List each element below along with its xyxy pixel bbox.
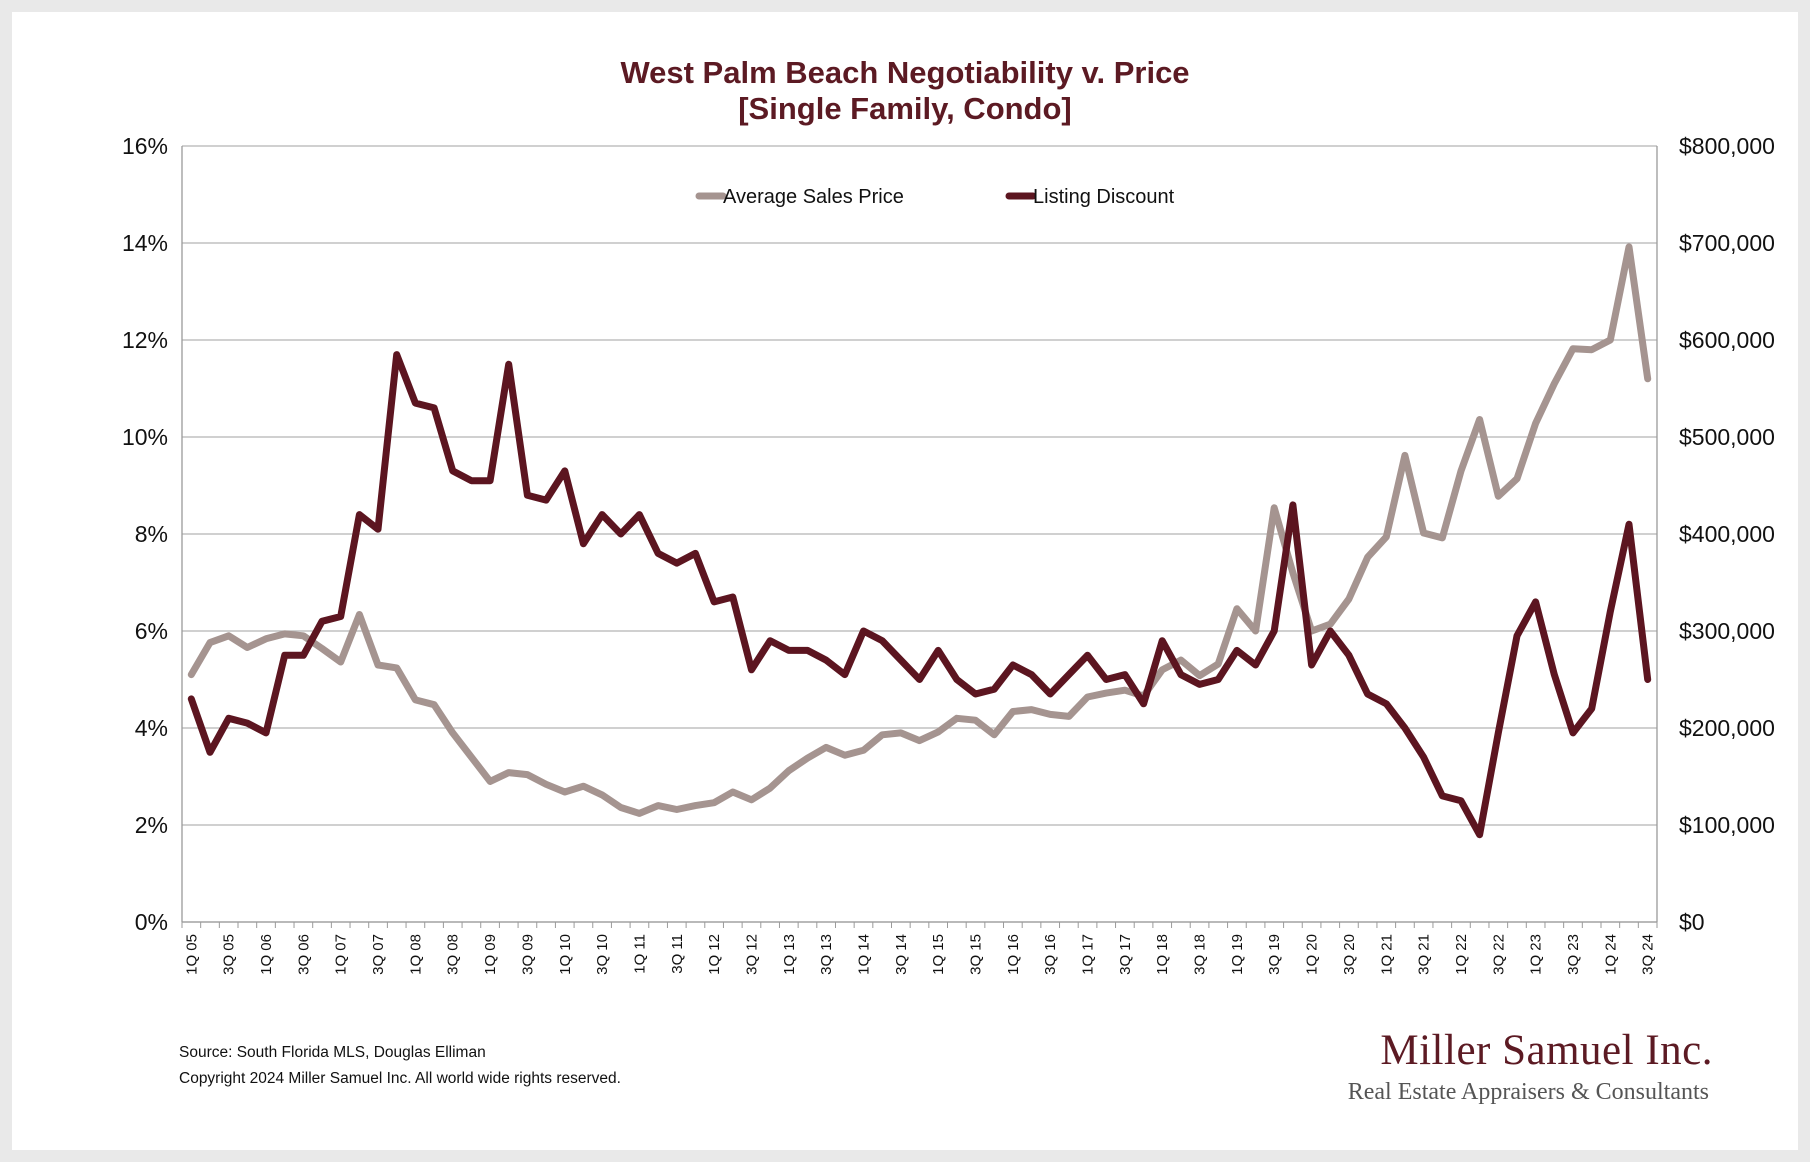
right-tick-label: $200,000 — [1679, 715, 1775, 741]
left-tick-label: 6% — [135, 618, 168, 644]
x-tick-label: 3Q 09 — [519, 934, 536, 975]
x-tick-label: 3Q 24 — [1640, 934, 1657, 975]
x-tick-label: 3Q 12 — [743, 934, 760, 975]
chart-title-line2: [Single Family, Condo] — [738, 91, 1072, 126]
copyright-note: Copyright 2024 Miller Samuel Inc. All wo… — [179, 1070, 621, 1087]
legend: Average Sales Price Listing Discount — [695, 186, 1175, 208]
x-tick-label: 3Q 07 — [370, 934, 387, 975]
x-tick-label: 3Q 22 — [1490, 934, 1507, 975]
left-tick-label: 4% — [135, 715, 168, 741]
x-tick-label: 3Q 14 — [893, 934, 910, 975]
right-tick-label: $400,000 — [1679, 521, 1775, 547]
right-tick-label: $700,000 — [1679, 230, 1775, 256]
left-tick-label: 8% — [135, 521, 168, 547]
x-tick-label: 3Q 15 — [968, 934, 985, 975]
x-tick-label: 3Q 05 — [221, 934, 238, 975]
x-tick-label: 3Q 21 — [1416, 934, 1433, 975]
x-tick-label: 1Q 05 — [183, 934, 200, 975]
x-tick-label: 1Q 06 — [258, 934, 275, 975]
right-tick-label: $300,000 — [1679, 618, 1775, 644]
gridlines — [181, 145, 1658, 928]
right-tick-label: $100,000 — [1679, 812, 1775, 838]
left-tick-label: 14% — [122, 230, 168, 256]
x-tick-label: 3Q 23 — [1565, 934, 1582, 975]
x-tick-label: 1Q 11 — [631, 934, 648, 974]
legend-label-average-sales-price: Average Sales Price — [723, 186, 904, 208]
left-tick-label: 0% — [135, 909, 168, 935]
x-tick-label: 3Q 19 — [1266, 934, 1283, 975]
negotiability-chart: West Palm Beach Negotiability v. Price [… — [122, 55, 1775, 1105]
x-tick-label: 1Q 14 — [855, 934, 872, 975]
series-line-listing-discount — [187, 351, 1652, 839]
x-tick-label: 1Q 20 — [1304, 934, 1321, 975]
x-axis-ticks: 1Q 05 3Q 05 1Q 06 3Q 06 1Q 07 3Q 07 1Q 08 3Q 08… — [183, 934, 1656, 975]
right-axis-ticks: $0 $100,000 $200,000 $300,000 $400,000 $500,0… — [1679, 133, 1775, 935]
left-tick-label: 10% — [122, 424, 168, 450]
series-line-average-sales-price — [187, 243, 1652, 817]
series-layer — [187, 243, 1652, 839]
chart-title-line1: West Palm Beach Negotiability v. Price — [620, 55, 1189, 90]
x-tick-label: 3Q 10 — [594, 934, 611, 975]
x-tick-label: 1Q 16 — [1005, 934, 1022, 975]
left-tick-label: 12% — [122, 327, 168, 353]
x-tick-label: 3Q 13 — [818, 934, 835, 975]
right-tick-label: $800,000 — [1679, 133, 1775, 159]
x-tick-label: 3Q 20 — [1341, 934, 1358, 975]
x-tick-label: 1Q 21 — [1378, 934, 1395, 975]
x-tick-label: 1Q 22 — [1453, 934, 1470, 975]
x-tick-label: 1Q 24 — [1602, 934, 1619, 975]
x-tick-label: 1Q 13 — [781, 934, 798, 975]
right-tick-label: $0 — [1679, 909, 1705, 935]
x-tick-label: 3Q 06 — [295, 934, 312, 975]
logo-tagline: Real Estate Appraisers & Consultants — [1348, 1079, 1709, 1105]
x-tick-label: 3Q 18 — [1192, 934, 1209, 975]
legend-label-listing-discount: Listing Discount — [1033, 186, 1175, 208]
x-tick-label: 1Q 07 — [333, 934, 350, 975]
right-tick-label: $600,000 — [1679, 327, 1775, 353]
x-tick-label: 3Q 17 — [1117, 934, 1134, 975]
x-tick-label: 1Q 23 — [1528, 934, 1545, 975]
x-tick-label: 1Q 10 — [557, 934, 574, 975]
x-tick-label: 1Q 09 — [482, 934, 499, 975]
x-tick-label: 1Q 19 — [1229, 934, 1246, 975]
left-tick-label: 16% — [122, 133, 168, 159]
left-tick-label: 2% — [135, 812, 168, 838]
x-tick-label: 3Q 11 — [669, 934, 686, 974]
x-tick-label: 1Q 17 — [1080, 934, 1097, 975]
x-tick-label: 1Q 15 — [930, 934, 947, 975]
logo-wordmark: Miller Samuel Inc. — [1380, 1027, 1713, 1074]
source-note: Source: South Florida MLS, Douglas Ellim… — [179, 1044, 486, 1061]
x-tick-label: 1Q 08 — [407, 934, 424, 975]
left-axis-ticks: 0% 2% 4% 6% 8% 10% 12% 14% 16% — [122, 133, 168, 935]
x-tick-label: 1Q 18 — [1154, 934, 1171, 975]
chart-card: West Palm Beach Negotiability v. Price [… — [12, 12, 1798, 1150]
x-tick-label: 1Q 12 — [706, 934, 723, 975]
x-tick-label: 3Q 08 — [445, 934, 462, 975]
x-tick-label: 3Q 16 — [1042, 934, 1059, 975]
right-tick-label: $500,000 — [1679, 424, 1775, 450]
